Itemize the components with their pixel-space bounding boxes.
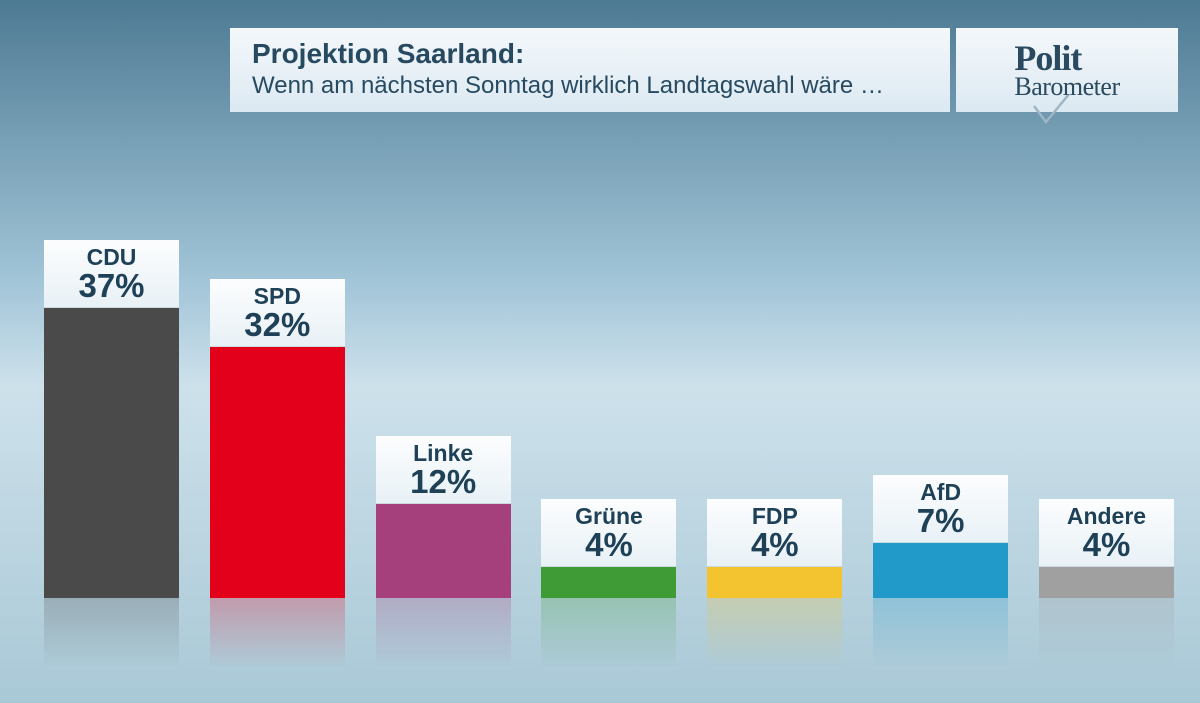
bar-label-box: AfD7% <box>873 475 1008 543</box>
bar-group: CDU37% <box>44 240 179 598</box>
bar-label-box: Andere4% <box>1039 499 1174 567</box>
bar-label-box: FDP4% <box>707 499 842 567</box>
party-percent: 12% <box>376 463 511 503</box>
party-percent: 32% <box>210 306 345 346</box>
bar-reflection <box>376 598 511 668</box>
title-box: Projektion Saarland: Wenn am nächsten So… <box>230 28 950 112</box>
bar-group: SPD32% <box>210 279 345 598</box>
bar-group: Andere4% <box>1039 499 1174 598</box>
bar-chart: CDU37% SPD32% Linke12% Grüne4% FDP4% AfD7% And… <box>44 240 1174 598</box>
bar-reflection <box>873 598 1008 668</box>
party-percent: 4% <box>541 526 676 566</box>
bar-group: Grüne4% <box>541 499 676 598</box>
bar-label-box: SPD32% <box>210 279 345 347</box>
chart-subtitle: Wenn am nächsten Sonntag wirklich Landta… <box>252 72 928 100</box>
bar-reflection <box>1039 598 1174 668</box>
party-percent: 4% <box>1039 526 1174 566</box>
chart-title: Projektion Saarland: <box>252 38 928 70</box>
bar-reflection <box>210 598 345 668</box>
bar-reflection <box>44 598 179 668</box>
bar-label-box: Grüne4% <box>541 499 676 567</box>
header-strip: Projektion Saarland: Wenn am nächsten So… <box>230 28 1200 112</box>
party-percent: 7% <box>873 502 1008 542</box>
party-percent: 37% <box>44 267 179 307</box>
bar-rect <box>44 308 179 598</box>
bar-reflection <box>541 598 676 668</box>
bar-label-box: CDU37% <box>44 240 179 308</box>
bar-group: FDP4% <box>707 499 842 598</box>
bar-label-box: Linke12% <box>376 436 511 504</box>
bar-rect <box>1039 567 1174 598</box>
bar-reflection <box>707 598 842 668</box>
bar-group: AfD7% <box>873 475 1008 598</box>
bar-rect <box>541 567 676 598</box>
bar-rect <box>873 543 1008 598</box>
logo-text: Polit Barometer <box>1014 42 1119 98</box>
logo-line2: Barometer <box>1014 75 1119 98</box>
logo-box: Polit Barometer <box>956 28 1178 112</box>
bar-rect <box>210 347 345 598</box>
party-percent: 4% <box>707 526 842 566</box>
bar-rect <box>376 504 511 598</box>
bar-rect <box>707 567 842 598</box>
logo-line1: Polit <box>1014 42 1119 74</box>
bar-group: Linke12% <box>376 436 511 598</box>
